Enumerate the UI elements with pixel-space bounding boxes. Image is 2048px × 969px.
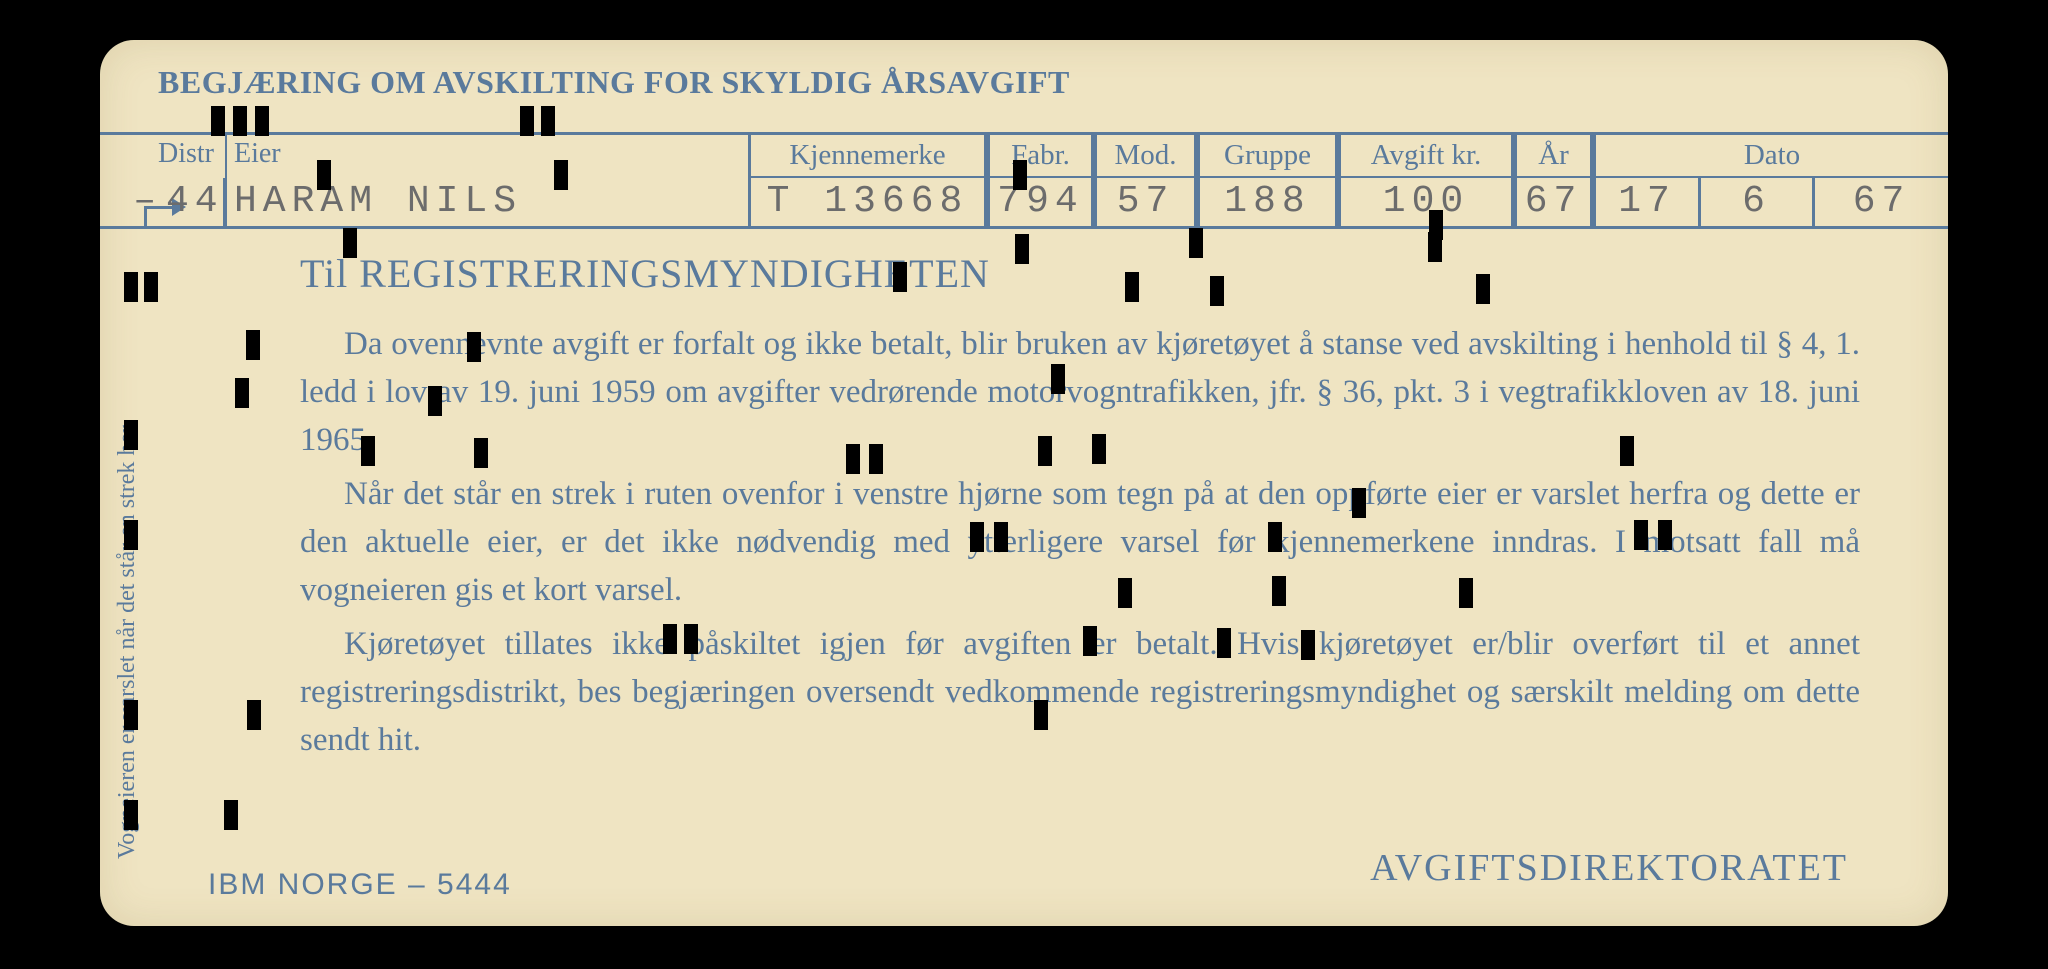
punch-hole xyxy=(1217,628,1231,658)
distr-divider xyxy=(225,134,227,226)
label-dato: Dato xyxy=(1593,132,1948,178)
punch-hole xyxy=(317,160,331,190)
label-distr: Distr xyxy=(158,138,214,170)
punch-hole xyxy=(684,624,698,654)
punch-hole xyxy=(1429,210,1443,240)
punch-hole xyxy=(893,262,907,292)
heading-addressee: Til REGISTRERINGSMYNDIGHETEN xyxy=(300,250,990,297)
punch-hole xyxy=(1038,436,1052,466)
value-eier: HARAM NILS xyxy=(230,178,730,226)
form-title: BEGJÆRING OM AVSKILTING FOR SKYLDIG ÅRSA… xyxy=(158,64,1070,101)
punch-hole xyxy=(124,800,138,830)
value-dato-year: 67 xyxy=(1815,178,1948,226)
punch-hole xyxy=(869,444,883,474)
value-mod: 57 xyxy=(1094,178,1197,226)
row-divider-bottom xyxy=(100,226,1948,229)
punch-hole xyxy=(1051,364,1065,394)
punch-hole xyxy=(124,700,138,730)
punch-hole xyxy=(1189,228,1203,258)
punch-hole xyxy=(144,272,158,302)
punch-hole xyxy=(124,420,138,450)
punch-hole xyxy=(1272,576,1286,606)
punch-hole xyxy=(1459,578,1473,608)
body-p3: Kjøretøyet tillates ikke påskiltet igjen… xyxy=(300,620,1860,764)
body-p2: Når det står en strek i ruten ovenfor i … xyxy=(300,470,1860,614)
punch-hole xyxy=(994,522,1008,552)
label-fabr: Fabr. xyxy=(987,132,1094,178)
punch-card: BEGJÆRING OM AVSKILTING FOR SKYLDIG ÅRSA… xyxy=(100,40,1948,926)
footer-imprint: IBM NORGE – 5444 xyxy=(208,868,512,902)
punch-hole xyxy=(554,160,568,190)
punch-hole xyxy=(663,624,677,654)
punch-hole xyxy=(235,378,249,408)
value-dato-day: 17 xyxy=(1593,178,1701,226)
punch-hole xyxy=(1034,700,1048,730)
punch-hole xyxy=(1634,520,1648,550)
punch-hole xyxy=(467,332,481,362)
label-mod: Mod. xyxy=(1094,132,1197,178)
punch-hole xyxy=(520,106,534,136)
punch-hole xyxy=(970,522,984,552)
value-avgift: 100 xyxy=(1338,178,1514,226)
punch-hole xyxy=(1125,272,1139,302)
punch-hole xyxy=(541,106,555,136)
punch-hole xyxy=(1301,630,1315,660)
value-ar: 67 xyxy=(1514,178,1593,226)
value-kjennemerke: T 13668 xyxy=(748,178,987,226)
punch-hole xyxy=(255,106,269,136)
punch-hole xyxy=(124,272,138,302)
value-dato-month: 6 xyxy=(1701,178,1815,226)
value-distr: 44 xyxy=(162,178,225,226)
punch-hole xyxy=(1083,626,1097,656)
punch-hole xyxy=(846,444,860,474)
punch-hole xyxy=(211,106,225,136)
punch-hole xyxy=(1013,160,1027,190)
punch-hole xyxy=(1476,274,1490,304)
body-text: Da ovennevnte avgift er forfalt og ikke … xyxy=(300,320,1860,770)
margin-instruction: Vogneieren er varslet når det står en st… xyxy=(114,99,141,859)
punch-hole xyxy=(1210,276,1224,306)
label-gruppe: Gruppe xyxy=(1197,132,1338,178)
punch-hole xyxy=(428,386,442,416)
value-gruppe: 188 xyxy=(1197,178,1338,226)
punch-hole xyxy=(246,330,260,360)
punch-hole xyxy=(1015,234,1029,264)
punch-hole xyxy=(343,228,357,258)
punch-hole xyxy=(124,520,138,550)
punch-hole xyxy=(1352,488,1366,518)
punch-hole xyxy=(1268,522,1282,552)
punch-hole xyxy=(247,700,261,730)
punch-hole xyxy=(361,436,375,466)
label-eier: Eier xyxy=(234,138,281,170)
label-kjennemerke: Kjennemerke xyxy=(748,132,987,178)
footer-authority: AVGIFTSDIREKTORATET xyxy=(1370,846,1848,890)
label-ar: År xyxy=(1514,132,1593,178)
label-avgift: Avgift kr. xyxy=(1338,132,1514,178)
punch-hole xyxy=(1118,578,1132,608)
punch-hole xyxy=(233,106,247,136)
punch-hole xyxy=(1658,520,1672,550)
punch-hole xyxy=(1620,436,1634,466)
punch-hole xyxy=(224,800,238,830)
value-fabr: 794 xyxy=(987,178,1094,226)
punch-hole xyxy=(474,438,488,468)
punch-hole xyxy=(1092,434,1106,464)
